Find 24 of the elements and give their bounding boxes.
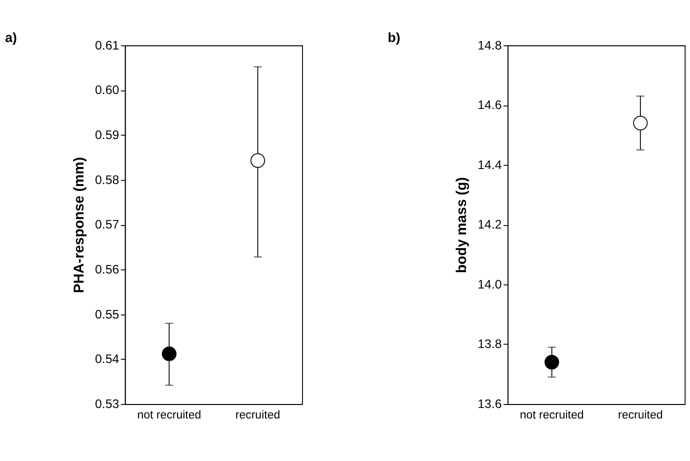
y-tick-label: 0.59: [95, 128, 120, 142]
x-tick-label: not recruited: [520, 410, 584, 422]
y-axis-title: PHA-response (mm): [71, 156, 88, 294]
y-tick-label: 14.2: [478, 218, 502, 232]
y-tick-label: 14.4: [478, 158, 502, 172]
y-tick-label: 0.55: [95, 307, 120, 322]
text: a): [5, 30, 17, 45]
y-tick-label: 14.0: [478, 277, 502, 292]
y-tick-label: 0.56: [95, 262, 120, 276]
text: b): [388, 30, 400, 45]
y-tick-label: 0.61: [95, 38, 120, 52]
y-tick-label: 0.60: [95, 83, 120, 98]
y-tick-label: 0.54: [95, 352, 120, 366]
y-tick-label: 14.8: [478, 38, 502, 52]
y-tick-label: 0.53: [95, 397, 120, 412]
y-tick-label: 14.6: [478, 98, 502, 112]
y-tick-label: 13.6: [478, 397, 502, 412]
y-tick-label: 13.8: [478, 337, 502, 352]
y-tick-label: 0.57: [95, 218, 120, 232]
x-tick-label: recruited: [235, 410, 280, 422]
y-tick-label: 0.58: [95, 172, 120, 187]
x-tick-label: recruited: [618, 410, 663, 422]
x-tick-label: not recruited: [137, 410, 202, 422]
y-axis-title: body mass (g): [454, 176, 470, 274]
